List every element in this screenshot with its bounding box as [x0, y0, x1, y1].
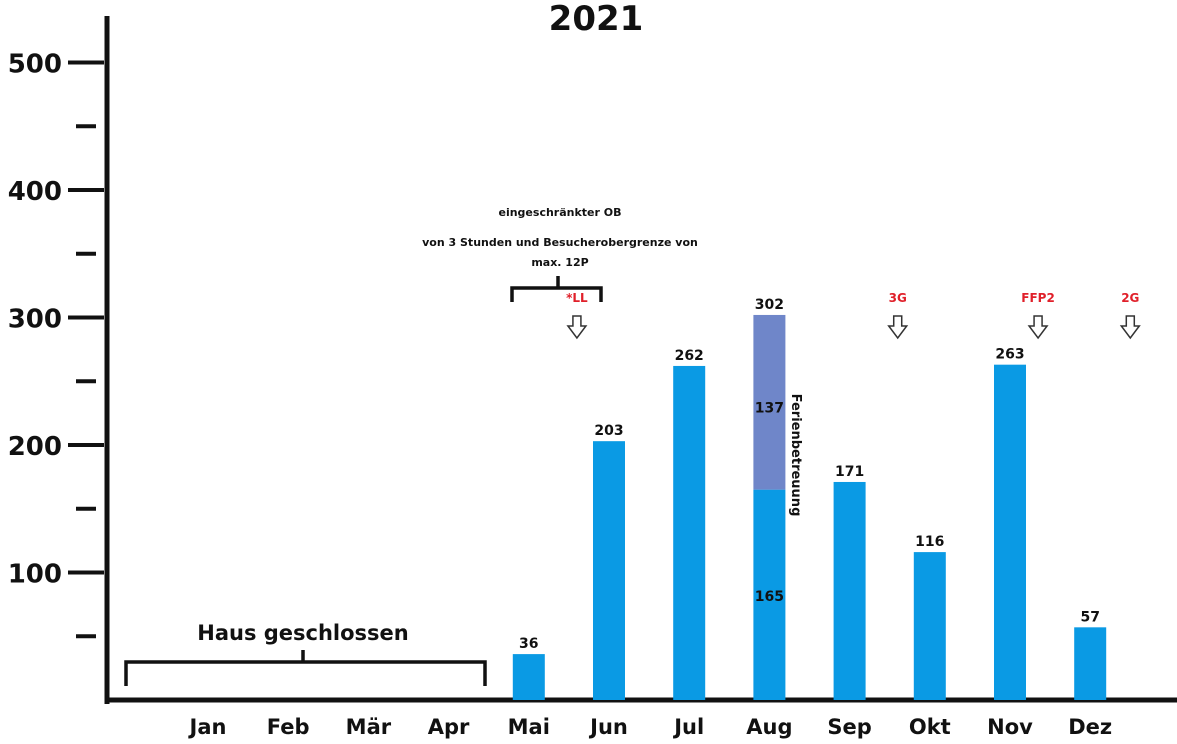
bar-dez-series1 [1074, 627, 1107, 700]
y-tick-label: 100 [8, 560, 62, 590]
segment-label-ferien: 137 [755, 400, 784, 416]
restricted-note-line3: max. 12P [531, 256, 588, 269]
x-tick-label-aug: Aug [746, 715, 792, 739]
x-tick-label-mär: Mär [346, 715, 392, 739]
x-tick-label-dez: Dez [1068, 715, 1112, 739]
bar-okt-series1 [913, 552, 946, 700]
restricted-bracket [510, 276, 603, 302]
marker-label: 2G [1121, 291, 1139, 305]
event-markers: *LL 3G FFP2 2G [566, 291, 1141, 340]
x-tick-label-jun: Jun [588, 715, 628, 739]
bar-mai-series1 [512, 654, 545, 700]
x-tick-label-okt: Okt [909, 715, 951, 739]
closed-label: Haus geschlossen [197, 621, 409, 645]
y-tick-label: 400 [8, 177, 62, 207]
y-tick-label: 200 [8, 432, 62, 462]
marker-label: *LL [566, 291, 588, 305]
x-tick-label-jan: Jan [188, 715, 227, 739]
x-tick-label-apr: Apr [428, 715, 470, 739]
x-tick-label-feb: Feb [267, 715, 310, 739]
x-axis-tick-labels: Jan Feb Mär Apr Mai Jun Jul Aug Sep Okt Nov Dez [188, 715, 1113, 739]
x-tick-label-sep: Sep [827, 715, 871, 739]
down-arrow-icon [1119, 315, 1141, 340]
closed-bracket [124, 650, 487, 686]
bar-value-labels: 36 203 262 302 171 116 263 57 165 137 [519, 297, 1100, 652]
bar-value-label: 57 [1080, 609, 1099, 625]
down-arrow-icon [887, 315, 909, 340]
restricted-note-line1: eingeschränkter OB [499, 206, 622, 219]
restricted-note-line2: von 3 Stunden und Besucherobergrenze von [422, 236, 698, 249]
bar-nov-series1 [994, 364, 1026, 700]
y-axis-ticks: 100 200 300 400 500 [8, 50, 104, 639]
x-tick-label-mai: Mai [508, 715, 550, 739]
chart-title: 2021 [549, 0, 644, 39]
bar-value-label: 171 [835, 464, 864, 480]
ferienbetreuung-label: Ferienbetreuung [788, 394, 803, 517]
down-arrow-icon [566, 315, 588, 340]
bar-value-label: 302 [755, 297, 784, 313]
bar-jun-series1 [593, 441, 625, 700]
marker-label: FFP2 [1021, 291, 1055, 305]
x-tick-label-nov: Nov [987, 715, 1033, 739]
bar-aug-series2 [753, 314, 786, 490]
bars-group [512, 314, 1107, 700]
bar-jul-series1 [673, 365, 706, 700]
bar-value-label: 116 [915, 534, 944, 550]
marker-label: 3G [889, 291, 907, 305]
bar-value-label: 262 [675, 348, 704, 364]
y-tick-label: 500 [8, 50, 62, 80]
x-tick-label-jul: Jul [672, 715, 704, 739]
bar-aug-series1 [753, 489, 786, 700]
segment-label-base: 165 [755, 589, 784, 605]
bar-value-label: 203 [594, 423, 623, 439]
y-tick-label: 300 [8, 305, 62, 335]
down-arrow-icon [1027, 315, 1049, 340]
bar-sep-series1 [833, 481, 866, 700]
bar-value-label: 36 [519, 636, 538, 652]
bar-value-label: 263 [995, 347, 1024, 363]
